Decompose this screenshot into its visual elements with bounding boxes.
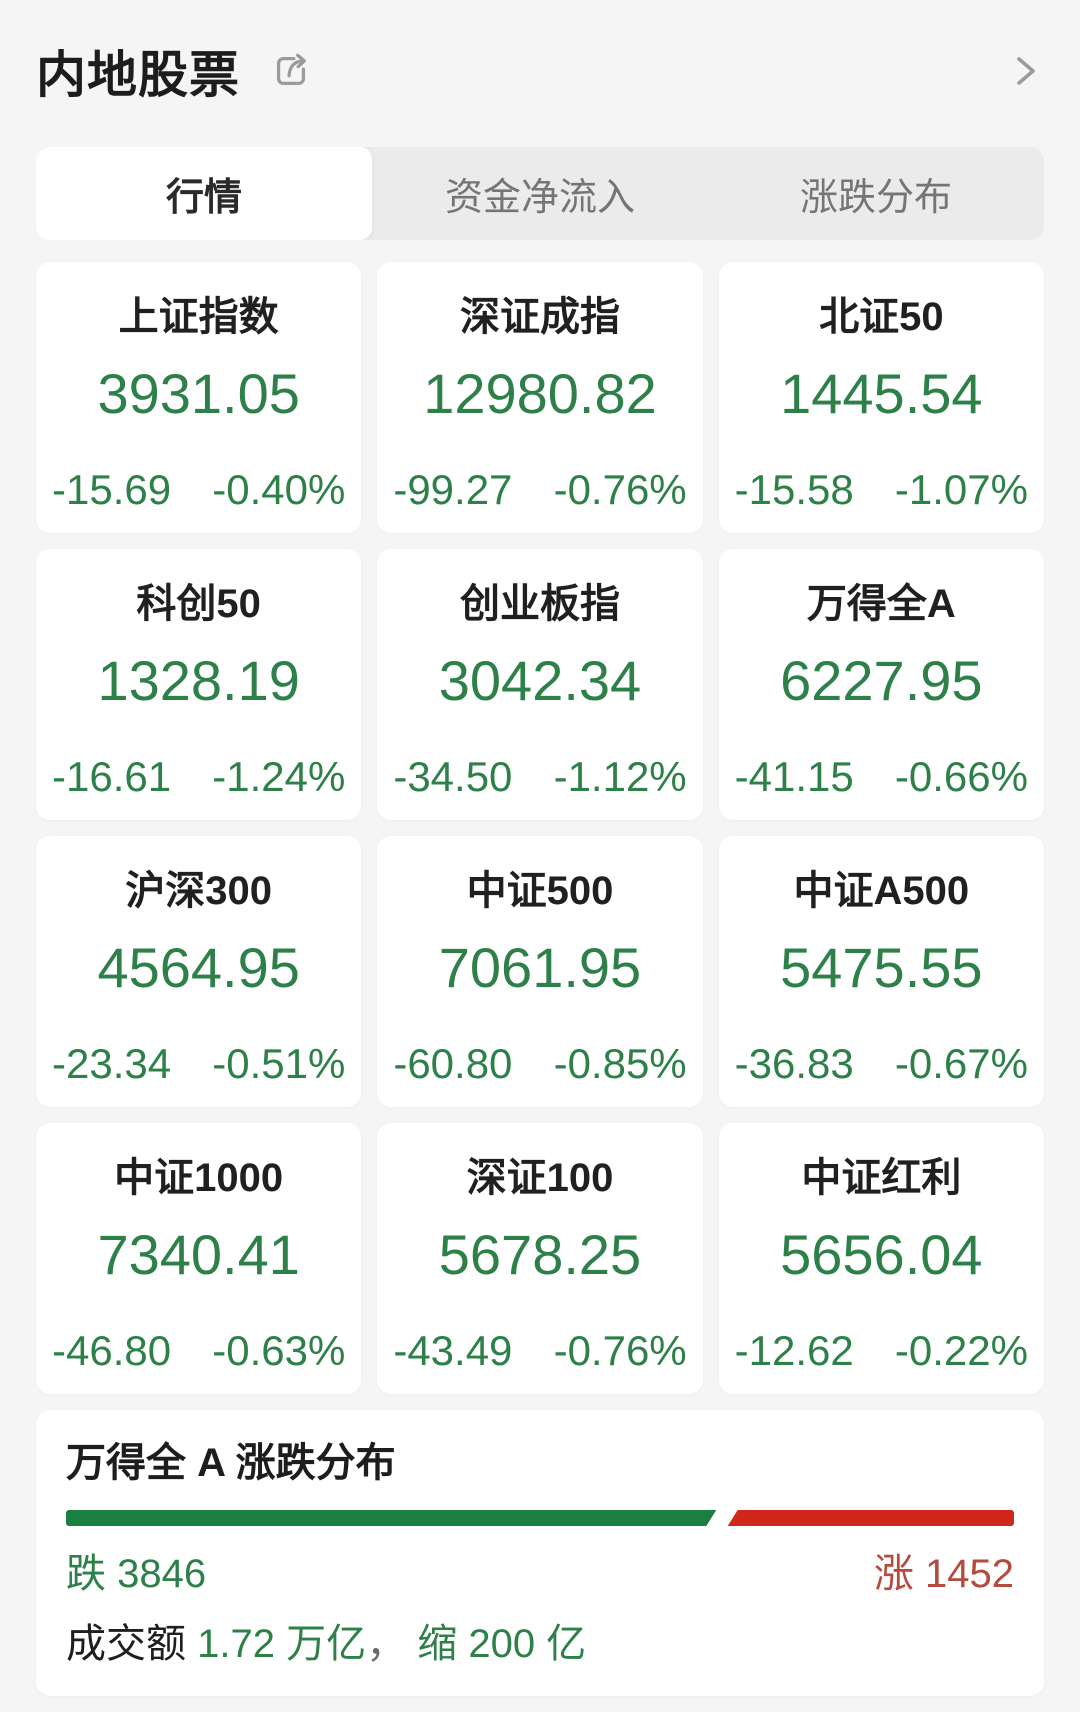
index-card[interactable]: 万得全A 6227.95 -41.15 -0.66% [718,549,1044,820]
index-name: 沪深300 [125,869,273,913]
index-change-pct: -0.40% [212,466,346,513]
index-change-pct: -0.63% [212,1327,346,1374]
share-icon[interactable] [270,50,312,92]
index-name: 中证A500 [793,869,970,913]
turnover-value: 1.72 万亿 [197,1622,367,1666]
index-value: 1445.54 [780,362,983,425]
index-card[interactable]: 科创50 1328.19 -16.61 -1.24% [36,549,362,820]
decliners-count-label: 跌 3846 [66,1552,207,1596]
distribution-card[interactable]: 万得全 A 涨跌分布 跌 3846 涨 1452 成交额 1.72 万亿， 缩 … [36,1410,1044,1696]
index-value: 3931.05 [97,362,300,425]
index-name: 深证100 [466,1156,614,1200]
index-value: 6227.95 [780,649,983,712]
advancers-bar-segment [727,1510,1014,1526]
index-value: 4564.95 [97,936,300,999]
index-card[interactable]: 上证指数 3931.05 -15.69 -0.40% [36,262,362,533]
index-change-pct: -0.85% [553,1040,687,1087]
advancers-count-label: 涨 1452 [873,1552,1014,1596]
index-change: -34.50 [393,753,513,800]
index-change: -15.58 [734,466,854,513]
index-grid: 上证指数 3931.05 -15.69 -0.40% 深证成指 12980.82… [36,262,1044,1394]
tab-distribution[interactable]: 涨跌分布 [799,177,952,219]
turnover-text: 成交额 1.72 万亿， 缩 200 亿 [66,1620,1014,1668]
index-value: 1328.19 [97,649,300,712]
index-change-pct: -0.22% [894,1327,1028,1374]
turnover-separator: ， [366,1622,407,1666]
distribution-title: 万得全 A 涨跌分布 [66,1441,396,1485]
index-value: 12980.82 [423,362,657,425]
index-card[interactable]: 中证A500 5475.55 -36.83 -0.67% [718,836,1044,1107]
index-value: 7061.95 [438,936,642,999]
index-change: -12.62 [734,1327,854,1374]
turnover-shrink-value: 缩 200 亿 [417,1622,587,1666]
tab-bar: 行情 资金净流入 涨跌分布 [36,147,1044,240]
decliners-bar-segment [66,1510,716,1526]
index-value: 5678.25 [438,1223,642,1286]
tab-net-inflow[interactable]: 资金净流入 [444,177,635,219]
index-change: -15.69 [52,466,172,513]
index-value: 5656.04 [780,1223,983,1286]
turnover-label: 成交额 [66,1622,186,1666]
index-change-pct: -0.51% [212,1040,346,1087]
index-name: 科创50 [136,582,261,626]
index-change-pct: -0.76% [553,1327,687,1374]
index-value: 5475.55 [780,936,983,999]
index-change-pct: -1.12% [553,753,687,800]
index-card[interactable]: 创业板指 3042.34 -34.50 -1.12% [377,549,703,820]
index-card[interactable]: 中证500 7061.95 -60.80 -0.85% [377,836,703,1107]
index-change: -46.80 [52,1327,172,1374]
index-change: -23.34 [52,1040,172,1087]
index-card[interactable]: 中证红利 5656.04 -12.62 -0.22% [718,1123,1044,1394]
index-name: 中证红利 [801,1156,962,1200]
index-card[interactable]: 北证50 1445.54 -15.58 -1.07% [718,262,1044,533]
index-card[interactable]: 深证100 5678.25 -43.49 -0.76% [377,1123,703,1394]
index-change-pct: -0.76% [553,466,687,513]
index-change-pct: -1.07% [894,466,1028,513]
index-name: 中证500 [466,869,614,913]
advance-decline-bar [66,1510,1014,1526]
index-change: -36.83 [734,1040,854,1087]
index-name: 中证1000 [114,1156,284,1200]
index-name: 北证50 [819,295,944,339]
index-card[interactable]: 深证成指 12980.82 -99.27 -0.76% [377,262,703,533]
index-change: -60.80 [393,1040,513,1087]
index-change-pct: -0.67% [894,1040,1028,1087]
index-card[interactable]: 沪深300 4564.95 -23.34 -0.51% [36,836,362,1107]
index-name: 万得全A [806,582,956,626]
index-change: -99.27 [393,466,513,513]
index-value: 3042.34 [438,649,642,712]
index-value: 7340.41 [97,1223,300,1286]
tab-quotes[interactable]: 行情 [36,147,372,240]
index-name: 深证成指 [459,295,620,339]
index-change: -16.61 [52,753,172,800]
header: 内地股票 [36,40,1044,103]
index-change: -41.15 [734,753,854,800]
chevron-right-icon[interactable] [1006,49,1044,93]
index-change-pct: -1.24% [212,753,346,800]
mainland-stocks-panel: 内地股票 行情 资金净流入 涨跌分布 上证指数 3931.05 -15.69 -… [36,0,1044,1696]
index-name: 创业板指 [459,582,620,626]
index-change-pct: -0.66% [894,753,1028,800]
index-name: 上证指数 [118,295,279,339]
index-change: -43.49 [393,1327,513,1374]
index-card[interactable]: 中证1000 7340.41 -46.80 -0.63% [36,1123,362,1394]
page-title: 内地股票 [36,47,240,103]
